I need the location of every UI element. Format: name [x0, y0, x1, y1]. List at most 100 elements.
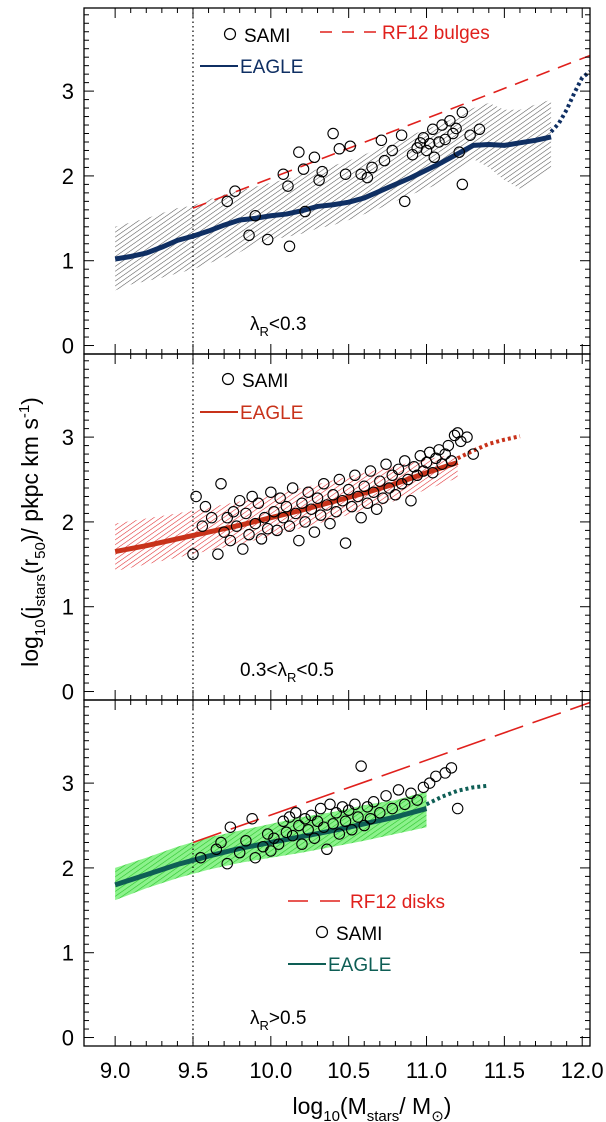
sami-point — [305, 503, 318, 515]
y-tick-label: 1 — [62, 595, 74, 620]
sami-point — [187, 548, 199, 560]
sami-point — [314, 509, 327, 521]
sami-point — [380, 790, 392, 802]
sami-point — [289, 807, 302, 819]
sami-point — [427, 466, 439, 479]
sami-point — [224, 534, 237, 547]
sami-point — [405, 787, 417, 800]
eagle-median-line — [114, 134, 552, 262]
sami-point — [420, 456, 433, 469]
sami-point — [302, 823, 314, 836]
sami-point — [417, 465, 430, 477]
sami-point — [346, 823, 358, 836]
sami-point — [461, 431, 473, 443]
y-tick-label: 2 — [62, 164, 74, 189]
sami-point — [199, 500, 212, 513]
sami-point — [420, 144, 433, 157]
sami-point — [261, 233, 274, 246]
sami-point — [318, 477, 330, 490]
sami-point — [408, 461, 420, 473]
panel-middle: 0 1 2 3 SAMI EAGLE 0.3<λR<0.5 — [62, 353, 591, 705]
sami-point — [249, 851, 262, 864]
sami-point — [380, 458, 392, 470]
legend-sami-marker — [223, 27, 237, 41]
sami-point — [423, 777, 436, 789]
sami-point — [374, 475, 386, 487]
sami-point — [467, 448, 479, 460]
sami-point — [283, 520, 296, 532]
sami-point — [327, 127, 339, 140]
sami-point — [455, 435, 467, 448]
sami-point — [233, 846, 246, 859]
sami-point — [398, 195, 411, 208]
sami-point — [246, 490, 258, 503]
sami-point — [346, 500, 358, 513]
sami-point — [344, 140, 356, 152]
sami-point — [333, 828, 346, 840]
y-tick-label: 1 — [62, 941, 74, 966]
sami-point — [333, 473, 346, 486]
sami-point — [395, 129, 408, 141]
legend-sami-marker — [221, 372, 235, 386]
x-axis-label: log10(Mstars/ M⊙) — [293, 1093, 452, 1122]
sami-point — [395, 477, 408, 490]
sami-point — [333, 143, 346, 155]
sami-point — [324, 517, 336, 530]
sami-point — [375, 134, 388, 147]
panel-annotation: λR<0.3 — [250, 314, 306, 339]
sami-point — [243, 528, 255, 541]
sami-point — [286, 482, 299, 494]
sami-point — [439, 133, 451, 146]
sami-point — [252, 497, 265, 510]
sami-point — [339, 815, 352, 828]
sami-point — [336, 801, 349, 813]
sami-point — [274, 492, 286, 504]
sami-point — [456, 106, 469, 119]
sami-point — [411, 794, 423, 806]
sami-point — [370, 503, 383, 515]
legend-sami-label: SAMI — [242, 371, 288, 392]
y-tick-label: 3 — [62, 79, 74, 104]
sami-point — [299, 205, 311, 218]
sami-point — [342, 804, 355, 816]
sami-point — [428, 151, 441, 164]
sami-point — [286, 829, 299, 842]
scatter-band — [115, 99, 552, 291]
plot-area — [114, 8, 590, 354]
sami-point — [218, 526, 230, 538]
sami-point — [398, 455, 411, 467]
sami-point — [316, 165, 328, 178]
sami-point — [352, 811, 364, 823]
sami-point — [386, 469, 399, 482]
sami-point — [366, 161, 378, 174]
x-tick-label: 9.5 — [178, 1058, 209, 1083]
legend-eagle-label: EAGLE — [240, 403, 303, 424]
sami-point — [392, 463, 405, 476]
reference-line — [192, 54, 590, 209]
sami-point — [433, 136, 445, 148]
sami-point — [444, 115, 456, 127]
sami-point — [321, 843, 333, 856]
sami-point — [221, 511, 233, 524]
sami-point — [386, 144, 399, 157]
sami-point — [227, 505, 240, 518]
sami-point — [311, 492, 324, 504]
sami-point — [308, 832, 321, 844]
sami-point — [221, 195, 233, 208]
sami-point — [299, 812, 311, 825]
sami-point — [453, 146, 465, 158]
sami-point — [282, 180, 294, 192]
sami-point — [205, 511, 218, 524]
sami-point — [293, 534, 305, 547]
sami-point — [233, 494, 246, 507]
sami-point — [261, 828, 274, 840]
sami-point — [473, 123, 486, 136]
sami-point — [196, 520, 209, 532]
panel-annotation: λR>0.5 — [250, 1008, 306, 1033]
sami-point — [427, 123, 439, 136]
sami-point — [330, 807, 342, 819]
sami-point — [378, 154, 391, 167]
y-tick-label: 0 — [62, 680, 74, 705]
sami-point — [246, 812, 258, 825]
legend-sami-marker — [315, 925, 329, 939]
